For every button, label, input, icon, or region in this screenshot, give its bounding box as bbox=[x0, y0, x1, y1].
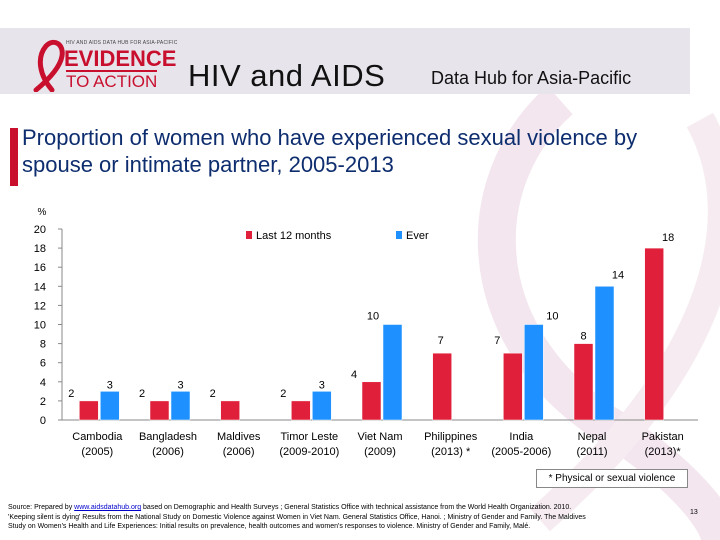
bar-last12 bbox=[291, 400, 311, 421]
hub-subtitle: Data Hub for Asia-Pacific bbox=[431, 68, 632, 88]
x-tick-year: (2009-2010) bbox=[279, 446, 339, 458]
bar-ever bbox=[100, 391, 120, 421]
logo-tagline: HIV AND AIDS DATA HUB FOR ASIA-PACIFIC bbox=[66, 40, 178, 46]
x-tick-label: Bangladesh bbox=[139, 431, 197, 443]
x-tick-label: Nepal bbox=[578, 431, 607, 443]
bar-last12 bbox=[149, 400, 170, 421]
y-tick-label: 18 bbox=[34, 243, 46, 255]
y-tick-label: 0 bbox=[40, 415, 46, 427]
sources-line1: based on Demographic and Health Surveys … bbox=[141, 504, 572, 511]
data-label: 3 bbox=[319, 379, 325, 391]
y-tick-label: 6 bbox=[40, 358, 46, 370]
data-label: 2 bbox=[280, 388, 286, 400]
x-tick-year: (2005) bbox=[81, 446, 113, 458]
header: HIV AND AIDS DATA HUB FOR ASIA-PACIFIC E… bbox=[0, 0, 720, 100]
x-tick-year: (2006) bbox=[223, 446, 255, 458]
sources-link[interactable]: www.aidsdatahub.org bbox=[74, 504, 142, 511]
data-label: 7 bbox=[494, 335, 500, 347]
chart-title: Proportion of women who have experienced… bbox=[22, 125, 638, 177]
footnote-box: * Physical or sexual violence bbox=[536, 469, 688, 488]
sources-line2: 'Keeping silent is dying' Results from t… bbox=[8, 513, 586, 521]
x-tick-label: Cambodia bbox=[72, 431, 123, 443]
legend-swatch bbox=[246, 231, 252, 239]
bar-last12 bbox=[361, 381, 382, 421]
y-tick-label: 2 bbox=[40, 396, 46, 408]
page-number: 13 bbox=[690, 509, 698, 516]
x-tick-year: (2011) bbox=[577, 446, 608, 458]
bar-last12 bbox=[220, 400, 240, 421]
bar-chart: % 0 2 4 6 8 10 12 14 16 18 20 2 3 Cambodia (2005) 2 3 Bang… bbox=[34, 207, 698, 458]
bar-last12 bbox=[79, 400, 99, 421]
bar-last12 bbox=[432, 352, 452, 421]
x-tick-year: (2006) bbox=[152, 446, 184, 458]
bar-ever bbox=[170, 391, 191, 421]
data-label: 8 bbox=[580, 331, 586, 343]
y-tick-label: 4 bbox=[40, 377, 46, 389]
bar-ever bbox=[594, 286, 615, 421]
data-label: 3 bbox=[177, 379, 183, 391]
data-label: 2 bbox=[210, 388, 216, 400]
legend-swatch bbox=[396, 231, 402, 239]
bar-last12 bbox=[503, 352, 523, 421]
data-label: 18 bbox=[662, 232, 674, 244]
bar-ever bbox=[312, 391, 332, 421]
x-tick-year: (2013)* bbox=[645, 446, 682, 458]
y-tick-label: 20 bbox=[34, 224, 46, 236]
bar-ever bbox=[382, 324, 403, 421]
data-label: 2 bbox=[139, 388, 145, 400]
data-label: 7 bbox=[438, 335, 444, 347]
bar-ever bbox=[524, 324, 544, 421]
x-tick-label: India bbox=[509, 431, 534, 443]
data-label: 10 bbox=[367, 311, 379, 323]
y-tick-label: 10 bbox=[34, 320, 46, 332]
title-accent-bar bbox=[10, 128, 18, 186]
y-tick-label: 16 bbox=[34, 262, 46, 274]
sources-line3: Study on Women's Health and Life Experie… bbox=[8, 523, 531, 530]
x-tick-year: (2005-2006) bbox=[491, 446, 551, 458]
x-tick-year: (2013) * bbox=[431, 446, 471, 458]
x-tick-label: Pakistan bbox=[642, 431, 684, 443]
data-label: 14 bbox=[612, 269, 624, 281]
header-bar bbox=[0, 28, 690, 94]
data-label: 4 bbox=[351, 369, 357, 381]
ribbon-logo-icon bbox=[33, 39, 65, 92]
y-tick-label: 14 bbox=[34, 281, 46, 293]
bar-last12 bbox=[644, 247, 664, 421]
logo-to-action: TO ACTION bbox=[66, 70, 158, 91]
sources-prefix: Source: Prepared by bbox=[8, 504, 75, 511]
x-tick-label: Maldives bbox=[217, 431, 261, 443]
y-tick-label: 8 bbox=[40, 339, 46, 351]
data-label: 10 bbox=[546, 311, 558, 323]
x-tick-label: Philippines bbox=[424, 431, 478, 443]
legend-label: Last 12 months bbox=[256, 230, 332, 242]
data-label: 3 bbox=[107, 379, 113, 391]
x-tick-year: (2009) bbox=[364, 446, 396, 458]
x-tick-label: Timor Leste bbox=[280, 431, 338, 443]
legend-label: Ever bbox=[406, 230, 429, 242]
hub-title: HIV and AIDS bbox=[188, 58, 386, 93]
x-tick-label: Viet Nam bbox=[357, 431, 402, 443]
bar-last12 bbox=[573, 343, 594, 421]
data-label: 2 bbox=[68, 388, 74, 400]
y-axis-label: % bbox=[38, 207, 47, 218]
sources-text: Source: Prepared by www.aidsdatahub.org … bbox=[8, 503, 708, 532]
y-tick-label: 12 bbox=[34, 300, 46, 312]
logo-evidence: EVIDENCE bbox=[64, 46, 177, 71]
